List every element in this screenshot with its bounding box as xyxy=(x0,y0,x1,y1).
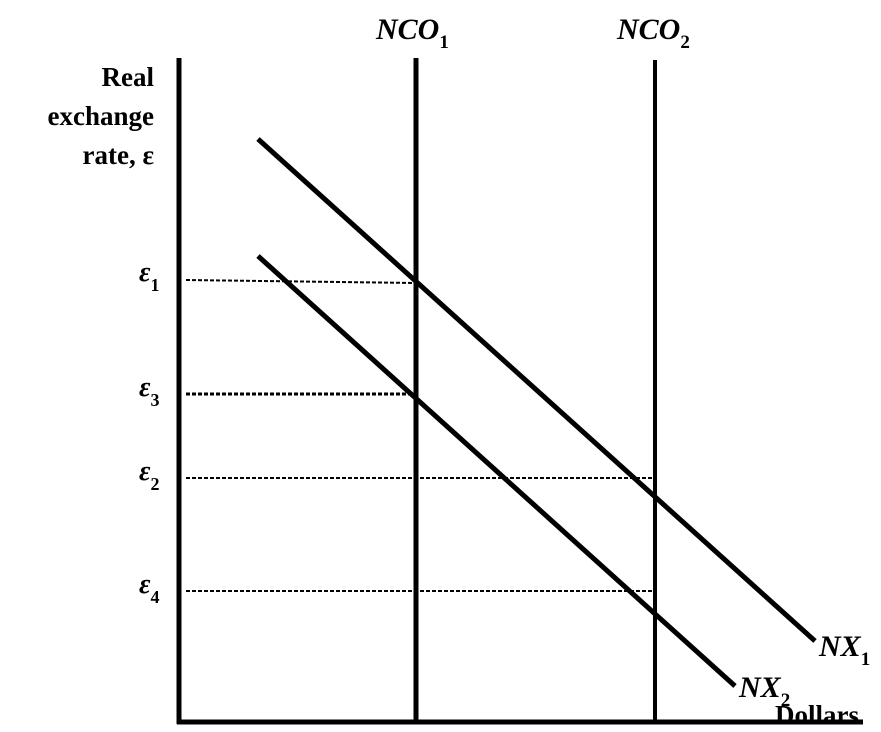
nx1-label: NX1 xyxy=(818,630,870,670)
nx2-line xyxy=(256,254,737,688)
eps1-label: ε1 xyxy=(139,257,159,295)
nco2-label: NCO2 xyxy=(616,13,690,53)
eps1-reference-line xyxy=(185,279,417,284)
nx1-line xyxy=(256,137,817,643)
y-axis-label-line-3: rate, ε xyxy=(83,140,155,170)
nco1-label: NCO1 xyxy=(375,13,449,53)
nx2-label: NX2 xyxy=(738,671,790,711)
eps4-label: ε4 xyxy=(139,569,159,607)
x-axis-label: Dollars xyxy=(775,700,859,730)
y-axis-label-line-2: exchange xyxy=(48,101,155,131)
eps3-label: ε3 xyxy=(139,372,159,410)
y-axis-label-line-1: Real xyxy=(102,62,155,92)
eps2-label: ε2 xyxy=(139,456,159,494)
